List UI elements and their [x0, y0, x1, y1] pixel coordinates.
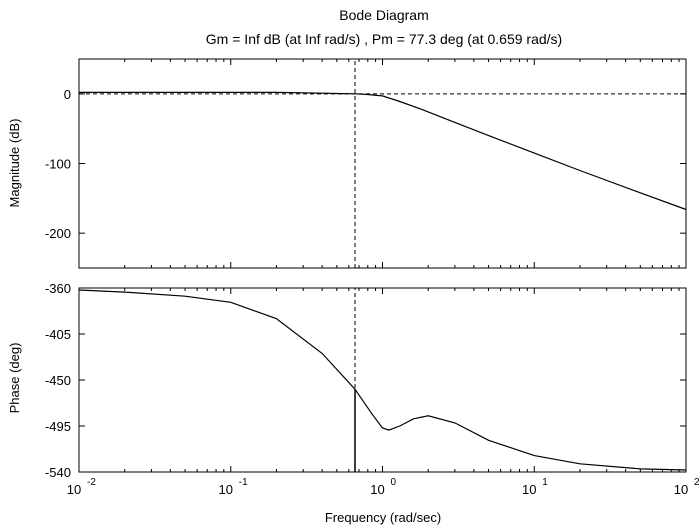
phase-axis-label: Phase (deg): [7, 343, 22, 414]
magnitude-panel: 0 -100 -200: [45, 58, 687, 269]
phase-panel: -360 -405 -450 -495 -540 10 -2 10 -1 10 0 10 1 10 2: [45, 281, 700, 497]
phase-series-line: [78, 289, 687, 471]
magnitude-series-line: [79, 91, 687, 211]
x-tick-exponent: 1: [542, 477, 548, 488]
x-tick-exponent: -1: [239, 477, 248, 488]
phase-y-tick-label: -540: [45, 465, 71, 480]
x-tick-label: 10: [674, 482, 688, 497]
frequency-axis-label: Frequency (rad/sec): [325, 510, 441, 525]
magnitude-y-tick-label: -100: [45, 157, 71, 172]
x-tick-exponent: -2: [87, 477, 96, 488]
magnitude-axes-frame: [78, 58, 687, 269]
chart-subtitle: Gm = Inf dB (at Inf rad/s) , Pm = 77.3 d…: [206, 31, 562, 47]
phase-y-tick-label: -405: [45, 327, 71, 342]
magnitude-axis-label: Magnitude (dB): [7, 119, 22, 208]
magnitude-y-tick-label: 0: [64, 87, 71, 102]
x-tick-exponent: 2: [694, 477, 700, 488]
x-tick-label: 10: [370, 482, 384, 497]
x-tick-label: 10: [522, 482, 536, 497]
chart-title: Bode Diagram: [339, 7, 429, 23]
phase-axes-frame: [78, 287, 687, 473]
x-tick-label: 10: [67, 482, 81, 497]
magnitude-y-tick-label: -200: [45, 226, 71, 241]
phase-y-tick-label: -495: [45, 419, 71, 434]
x-tick-label: 10: [219, 482, 233, 497]
phase-y-tick-label: -450: [45, 373, 71, 388]
phase-y-tick-label: -360: [45, 281, 71, 296]
x-tick-exponent: 0: [391, 477, 397, 488]
